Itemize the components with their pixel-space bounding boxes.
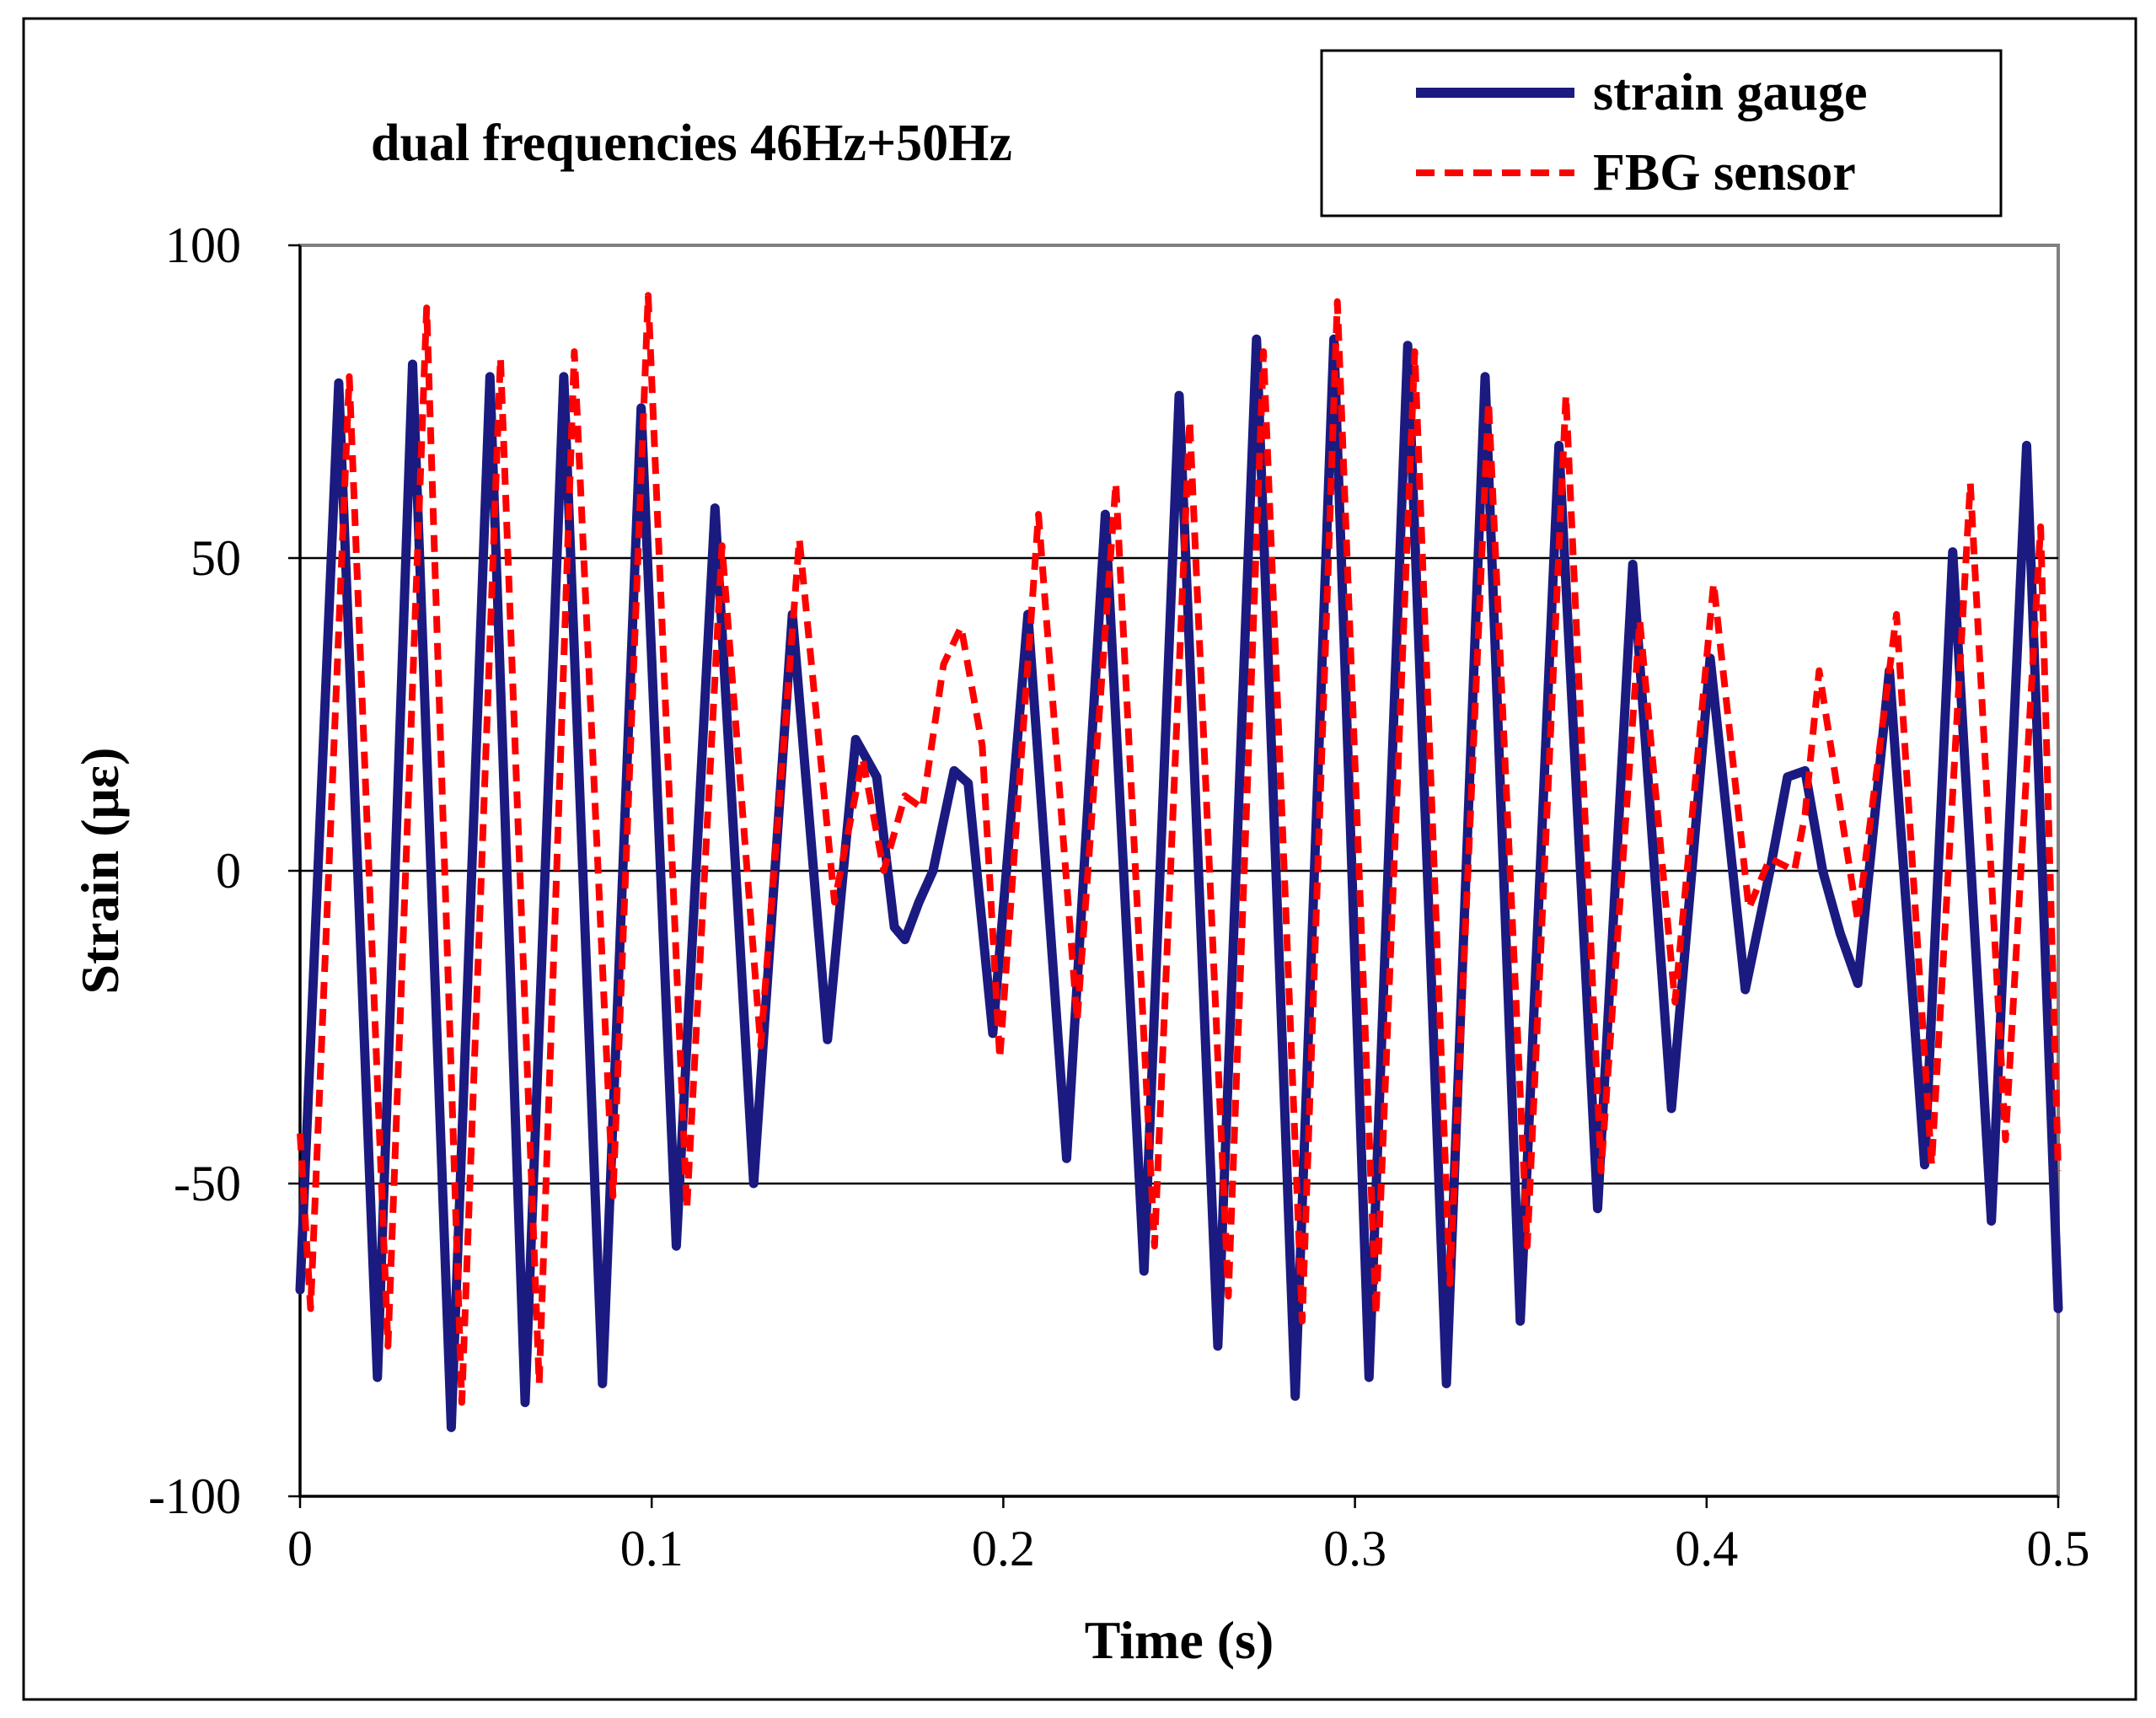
x-tick-label: 0.1 xyxy=(620,1521,684,1576)
x-tick-label: 0 xyxy=(287,1521,313,1576)
y-tick-label: -50 xyxy=(174,1156,241,1211)
y-axis-title: Strain (με) xyxy=(70,748,130,995)
y-tick-label: -100 xyxy=(148,1468,241,1524)
y-tick-label: 100 xyxy=(165,217,241,273)
legend-label-fbg-sensor: FBG sensor xyxy=(1593,144,1856,201)
x-tick-label: 0.5 xyxy=(2027,1521,2090,1576)
x-tick-label: 0.4 xyxy=(1675,1521,1738,1576)
chart-title: dual frequencies 46Hz+50Hz xyxy=(371,115,1012,172)
x-tick-label: 0.3 xyxy=(1323,1521,1386,1576)
x-tick-label: 0.2 xyxy=(972,1521,1035,1576)
legend: strain gauge FBG sensor xyxy=(1320,49,2003,217)
y-tick-label: 0 xyxy=(216,843,241,899)
x-axis-title: Time (s) xyxy=(1085,1610,1274,1670)
legend-box xyxy=(1320,49,2003,217)
legend-label-strain-gauge: strain gauge xyxy=(1593,64,1868,121)
series-line-fbg-sensor xyxy=(297,292,2062,1406)
plot-area: 100 50 0 -50 -100 0 0.1 0.2 0.3 0.4 0.5 xyxy=(148,217,2089,1576)
figure-frame xyxy=(22,17,2137,1701)
axis-ticks: 100 50 0 -50 -100 0 0.1 0.2 0.3 0.4 0.5 xyxy=(148,217,2089,1576)
series-lines xyxy=(295,292,2063,1432)
y-tick-label: 50 xyxy=(190,530,241,586)
series-line-strain-gauge xyxy=(295,334,2063,1432)
